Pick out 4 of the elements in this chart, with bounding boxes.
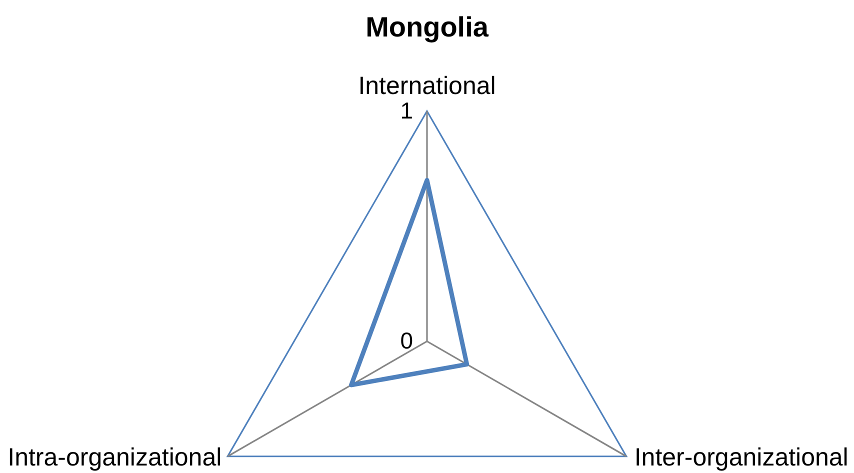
y-tick-label: 0 <box>400 328 413 354</box>
spoke-label: Inter-organizational <box>634 443 848 472</box>
chart-title: Mongolia <box>366 12 489 43</box>
spoke-label: Intra-organizational <box>8 443 222 472</box>
